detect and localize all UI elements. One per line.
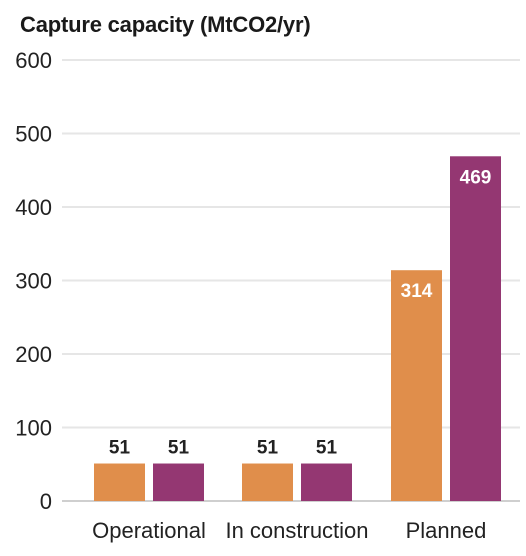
data-label: 314 (401, 281, 433, 302)
y-tick-label: 200 (15, 342, 52, 367)
bar (153, 463, 204, 501)
x-category-label: Planned (406, 518, 487, 543)
data-label: 51 (316, 438, 338, 459)
y-tick-label: 0 (40, 489, 52, 514)
data-label: 51 (257, 438, 279, 459)
y-tick-label: 300 (15, 269, 52, 294)
data-label: 469 (460, 167, 492, 188)
chart-title: Capture capacity (MtCO2/yr) (20, 12, 311, 37)
y-tick-label: 600 (15, 48, 52, 73)
data-label: 51 (109, 438, 131, 459)
x-category-label: Operational (92, 518, 206, 543)
bar (391, 270, 442, 501)
data-label: 51 (168, 438, 190, 459)
y-tick-label: 100 (15, 416, 52, 441)
y-tick-label: 400 (15, 195, 52, 220)
bar (242, 463, 293, 501)
bar (450, 156, 501, 501)
y-tick-label: 500 (15, 122, 52, 147)
x-category-label: In construction (225, 518, 368, 543)
bar (94, 463, 145, 501)
bar (301, 463, 352, 501)
